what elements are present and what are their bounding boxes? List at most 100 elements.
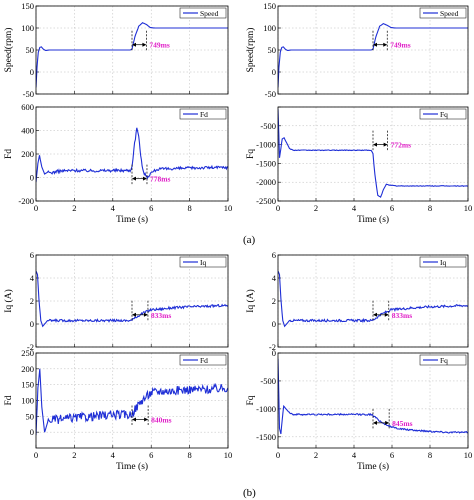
ytick-label-2: 2 — [30, 296, 34, 306]
legend-box — [419, 256, 467, 268]
y-axis-label: Speed(rpm) — [245, 28, 256, 73]
annotation-arrowhead-right — [142, 176, 147, 181]
series-line-fd — [36, 368, 228, 436]
ytick-label-2: 100 — [21, 396, 34, 406]
legend-label: Fd — [200, 356, 208, 365]
annotation-arrowhead-right — [144, 417, 149, 422]
annotation-label: 749ms — [390, 41, 410, 50]
xtick-label-3: 6 — [390, 450, 394, 460]
xtick-label-2: 4 — [111, 450, 116, 460]
panel-6: -2 0 2 4 6 Iq 833ms Iq (A) — [245, 250, 469, 352]
legend-box — [179, 7, 227, 19]
legend-label: Fd — [200, 110, 208, 119]
ytick-label-0: -1500 — [256, 432, 276, 442]
xtick-label-3: 6 — [149, 450, 153, 460]
legend-label: Speed — [200, 9, 219, 18]
axes-frame — [277, 352, 469, 449]
ytick-label-4: 6 — [272, 250, 276, 260]
xtick-label-2: 4 — [352, 203, 357, 213]
ytick-label-2: 200 — [21, 149, 34, 159]
x-axis-label: Time (s) — [116, 214, 148, 225]
x-axis-label: Time (s) — [116, 461, 148, 472]
ytick-label-4: 150 — [263, 1, 276, 11]
y-axis-label: Speed(rpm) — [3, 28, 14, 73]
ytick-label-3: 100 — [263, 23, 276, 33]
ytick-label-4: 6 — [30, 250, 34, 260]
legend-label: Iq — [440, 258, 446, 267]
xtick-label-3: 6 — [390, 203, 394, 213]
annotation-arrowhead-left — [373, 142, 377, 147]
annotation-arrowhead-left — [132, 176, 136, 181]
annotation-arrowhead-right — [383, 42, 388, 47]
xtick-label-0: 0 — [276, 203, 280, 213]
ytick-label-1: 0 — [30, 173, 34, 183]
y-axis-label: Fd — [4, 149, 14, 159]
ytick-label-2: 50 — [26, 45, 35, 55]
ytick-label-0: -200 — [18, 196, 34, 206]
ytick-label-1: -2000 — [256, 177, 276, 187]
legend-box — [419, 108, 467, 120]
series-line-iq — [278, 270, 468, 328]
annotation-label: 840ms — [151, 416, 171, 425]
ytick-label-2: 50 — [268, 45, 277, 55]
ytick-label-3: 0 — [272, 348, 276, 358]
ytick-label-1: 50 — [26, 411, 35, 421]
ytick-label-2: 2 — [272, 296, 276, 306]
legend-box — [179, 108, 227, 120]
xtick-label-5: 10 — [464, 450, 473, 460]
xtick-label-1: 2 — [72, 203, 76, 213]
y-axis-label: Fd — [4, 395, 14, 405]
ytick-label-4: 200 — [21, 364, 34, 374]
legend-box — [419, 7, 467, 19]
ytick-label-1: -1000 — [256, 404, 276, 414]
ytick-label-0: -50 — [23, 89, 34, 99]
annotation-arrowhead-right — [143, 312, 148, 317]
axes-frame — [35, 352, 229, 449]
y-axis-label: Fq — [246, 149, 256, 159]
x-axis-label: Time (s) — [357, 214, 389, 225]
ytick-label-0: -2500 — [256, 196, 276, 206]
y-axis-label: Iq (A) — [245, 289, 256, 312]
ytick-label-0: -2 — [269, 342, 276, 352]
xtick-label-4: 8 — [187, 450, 191, 460]
axes-frame — [35, 106, 229, 202]
ytick-label-3: 4 — [30, 273, 35, 283]
xtick-label-4: 8 — [428, 450, 432, 460]
xtick-label-2: 4 — [352, 450, 357, 460]
ytick-label-1: 0 — [272, 67, 276, 77]
xtick-label-1: 2 — [314, 203, 318, 213]
panel-2: -50 0 50 100 150 Speed 749ms Speed(rpm) — [245, 1, 469, 99]
xtick-label-0: 0 — [276, 450, 280, 460]
panel-1: -50 0 50 100 150 Speed 749ms Speed(rpm) — [3, 1, 229, 99]
xtick-label-5: 10 — [464, 203, 473, 213]
annotation-label: 833ms — [392, 311, 412, 320]
series-line-fq — [278, 109, 468, 198]
xtick-label-5: 10 — [224, 450, 233, 460]
legend-box — [179, 354, 227, 366]
xtick-label-3: 6 — [149, 203, 153, 213]
ytick-label-3: 400 — [21, 126, 34, 136]
ytick-label-1: 0 — [30, 67, 34, 77]
xtick-label-0: 0 — [34, 450, 38, 460]
xtick-label-1: 2 — [314, 450, 318, 460]
caption-a: (a) — [243, 234, 256, 246]
series-line-speed — [278, 22, 468, 88]
ytick-label-1: 0 — [272, 319, 276, 329]
ytick-label-4: 600 — [21, 102, 34, 112]
axes-frame — [35, 5, 229, 95]
annotation-arrowhead-left — [373, 42, 377, 47]
annotation-arrowhead-left — [373, 312, 377, 317]
ytick-label-2: -500 — [260, 376, 276, 386]
annotation-label: 833ms — [151, 311, 171, 320]
axes-frame — [277, 5, 469, 95]
annotation-arrowhead-left — [132, 42, 136, 47]
annotation-label: 749ms — [149, 41, 169, 50]
ytick-label-3: 100 — [21, 23, 34, 33]
ytick-label-4: 150 — [21, 1, 34, 11]
xtick-label-4: 8 — [428, 203, 432, 213]
caption-b: (b) — [243, 487, 256, 499]
y-axis-label: Iq (A) — [3, 289, 14, 312]
x-axis-label: Time (s) — [357, 461, 389, 472]
xtick-label-4: 8 — [187, 203, 191, 213]
